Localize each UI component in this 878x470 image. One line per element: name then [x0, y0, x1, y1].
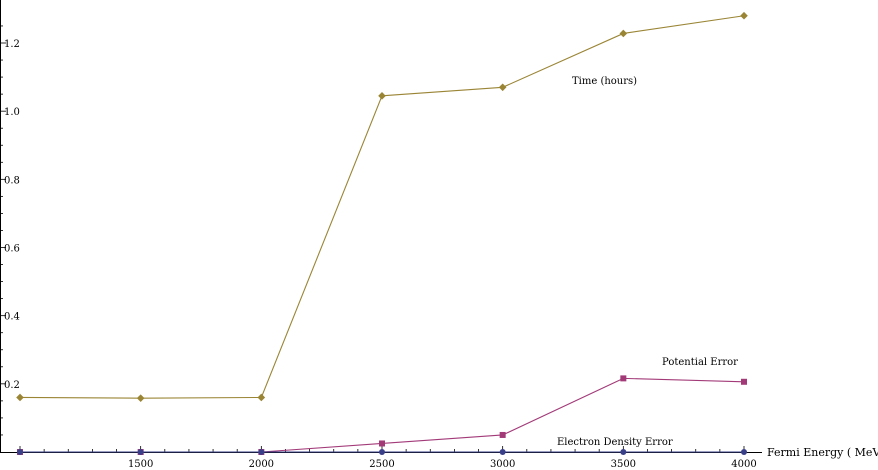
data-point	[258, 449, 265, 455]
data-point	[257, 393, 266, 402]
data-point	[379, 449, 385, 455]
data-point	[17, 449, 23, 455]
y-tick-label: 0.6	[4, 244, 20, 255]
data-point	[136, 394, 145, 402]
x-axis-label: Fermi Energy ( MeV)	[767, 446, 878, 459]
data-point	[137, 449, 144, 455]
data-point	[498, 83, 507, 92]
x-tick-label: 2500	[369, 459, 394, 470]
data-point	[740, 11, 748, 20]
y-tick-label: 1.2	[4, 39, 20, 50]
data-point	[620, 449, 627, 455]
series-label: Electron Density Error	[557, 437, 673, 448]
data-point	[379, 440, 385, 447]
data-point	[741, 449, 747, 455]
y-tick-label: 0.8	[4, 175, 20, 186]
data-point	[378, 92, 386, 100]
series-labels: Time (hours) Potential Error Electron Dens…	[557, 76, 738, 448]
data-point	[741, 378, 747, 385]
chart-axes: 0.2 0.4 0.6 0.8 1.0 1.2 1500 2000 2500 3000 3500 40…	[0, 0, 762, 470]
data-point	[499, 449, 506, 455]
x-tick-label: 4000	[731, 459, 756, 470]
x-tick-label: 3000	[490, 459, 515, 470]
series-label: Time (hours)	[572, 76, 637, 87]
data-point	[16, 393, 24, 402]
y-tick-label: 1.0	[4, 107, 20, 118]
y-tick-label: 0.4	[4, 312, 20, 323]
series-line	[19, 15, 745, 399]
data-point	[620, 375, 627, 382]
y-tick-label: 0.2	[4, 380, 20, 391]
series-markers	[16, 11, 748, 455]
x-tick-label: 1500	[128, 459, 153, 470]
series-label: Potential Error	[662, 357, 738, 368]
x-tick-label: 2000	[249, 459, 274, 470]
data-point	[499, 431, 506, 438]
x-tick-label: 3500	[611, 459, 636, 470]
data-point	[619, 29, 628, 38]
